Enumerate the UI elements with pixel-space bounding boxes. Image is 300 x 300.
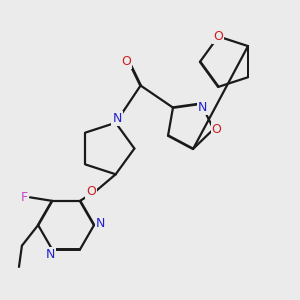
Text: O: O — [86, 185, 96, 199]
Text: O: O — [121, 55, 131, 68]
Text: F: F — [21, 191, 28, 204]
Text: N: N — [112, 112, 122, 125]
Text: O: O — [213, 30, 223, 43]
Text: N: N — [46, 248, 55, 261]
Text: N: N — [198, 101, 207, 114]
Text: O: O — [212, 123, 221, 136]
Text: N: N — [96, 217, 105, 230]
